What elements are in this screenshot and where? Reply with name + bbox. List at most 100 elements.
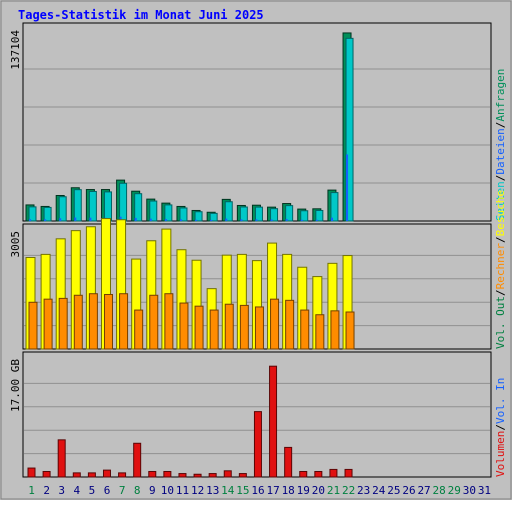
- legend-entry: /: [494, 122, 507, 129]
- panel-legend: Seiten/Dateien/Anfragen: [494, 69, 507, 221]
- bar-dateien: [134, 193, 143, 222]
- chart-title: Tages-Statistik im Monat Juni 2025: [18, 8, 264, 22]
- bar-dateien: [209, 212, 218, 222]
- bar-volumen: [42, 470, 51, 478]
- y-max-label: 17.00 GB: [9, 359, 22, 412]
- bar-dateien: [179, 207, 188, 222]
- legend-entry: Vol. Out: [494, 296, 507, 349]
- y-max-label: 3005: [9, 231, 22, 258]
- x-tick-label: 28: [433, 484, 446, 497]
- bar-volumen: [344, 468, 353, 478]
- legend-entry: Volumen: [494, 431, 507, 477]
- bar-volumen: [238, 473, 247, 478]
- bar-seiten: [270, 219, 273, 221]
- x-tick-label: 30: [463, 484, 476, 497]
- x-tick-label: 31: [478, 484, 491, 497]
- x-tick-label: 14: [221, 484, 235, 497]
- bar-rechner: [119, 293, 129, 350]
- bar-seiten: [210, 219, 213, 221]
- bar-rechner: [300, 309, 310, 350]
- bar-rechner: [345, 311, 355, 350]
- x-tick-label: 29: [448, 484, 461, 497]
- bar-volumen: [102, 469, 111, 478]
- legend-entry: Seiten: [494, 181, 507, 221]
- x-tick-label: 23: [357, 484, 370, 497]
- bar-seiten: [315, 219, 318, 221]
- bar-dateien: [224, 201, 233, 222]
- bar-volumen: [284, 446, 293, 478]
- bar-seiten: [225, 218, 228, 221]
- bar-dateien: [330, 192, 339, 222]
- bar-dateien: [28, 206, 37, 222]
- panel-bottom: 17.00 GB Volumen/Vol. In: [9, 351, 507, 478]
- bar-dateien: [270, 208, 279, 222]
- bar-dateien: [254, 206, 263, 222]
- bar-dateien: [58, 196, 67, 222]
- bar-volumen: [314, 470, 323, 478]
- bar-dateien: [300, 210, 309, 222]
- legend-entry: Besuche: [494, 190, 507, 236]
- bar-seiten: [164, 219, 167, 221]
- bar-seiten: [240, 219, 243, 221]
- x-tick-label: 17: [266, 484, 279, 497]
- bar-seiten: [29, 219, 31, 221]
- bar-volumen: [57, 439, 66, 478]
- x-tick-label: 16: [251, 484, 264, 497]
- bar-seiten: [300, 219, 303, 221]
- bar-seiten: [255, 219, 258, 221]
- bar-dateien: [164, 204, 173, 222]
- bar-rechner: [28, 301, 38, 350]
- bar-seiten: [330, 217, 333, 221]
- bar-volumen: [193, 473, 202, 478]
- chart-panels: 137104 Seiten/Dateien/Anfragen 3005 Vol. Ou…: [9, 22, 507, 478]
- bar-volumen: [87, 472, 96, 478]
- bar-seiten: [149, 218, 152, 221]
- bar-dateien: [43, 206, 52, 222]
- bar-volumen: [299, 470, 308, 478]
- bar-volumen: [72, 472, 81, 478]
- panel-legend: Vol. Out/Rechner/Besuche: [494, 190, 507, 349]
- bar-rechner: [103, 293, 113, 350]
- legend-entry: /: [494, 424, 507, 431]
- bar-rechner: [88, 293, 98, 350]
- x-tick-label: 22: [342, 484, 355, 497]
- x-tick-label: 13: [206, 484, 219, 497]
- bar-rechner: [239, 304, 249, 350]
- bar-rechner: [73, 294, 83, 350]
- x-tick-label: 5: [89, 484, 96, 497]
- bar-seiten: [119, 216, 122, 221]
- y-max-label: 137104: [9, 30, 22, 70]
- x-tick-label: 11: [176, 484, 189, 497]
- x-tick-label: 2: [43, 484, 50, 497]
- x-tick-label: 9: [149, 484, 156, 497]
- x-tick-label: 21: [327, 484, 340, 497]
- bar-dateien: [119, 182, 128, 222]
- bar-volumen: [253, 411, 262, 478]
- bar-volumen: [148, 470, 157, 478]
- bar-rechner: [270, 298, 280, 350]
- bar-seiten: [74, 217, 77, 221]
- bar-rechner: [179, 302, 189, 350]
- x-tick-label: 10: [161, 484, 174, 497]
- bar-volumen: [27, 467, 36, 478]
- bar-volumen: [208, 473, 217, 478]
- x-tick-label: 3: [58, 484, 65, 497]
- bar-seiten: [195, 219, 198, 221]
- legend-entry: /: [494, 175, 507, 182]
- bar-dateien: [345, 37, 354, 222]
- x-tick-label: 24: [372, 484, 386, 497]
- bar-dateien: [88, 190, 97, 222]
- x-tick-label: 7: [119, 484, 126, 497]
- bar-seiten: [44, 219, 47, 221]
- x-tick-label: 15: [236, 484, 249, 497]
- x-tick-label: 20: [312, 484, 325, 497]
- bar-rechner: [330, 310, 340, 350]
- bar-volumen: [133, 442, 142, 478]
- panel-middle: 3005 Vol. Out/Rechner/Besuche: [9, 190, 507, 350]
- bar-rechner: [224, 303, 234, 350]
- x-tick-label: 27: [417, 484, 430, 497]
- bar-seiten: [89, 217, 92, 221]
- bar-rechner: [194, 305, 204, 350]
